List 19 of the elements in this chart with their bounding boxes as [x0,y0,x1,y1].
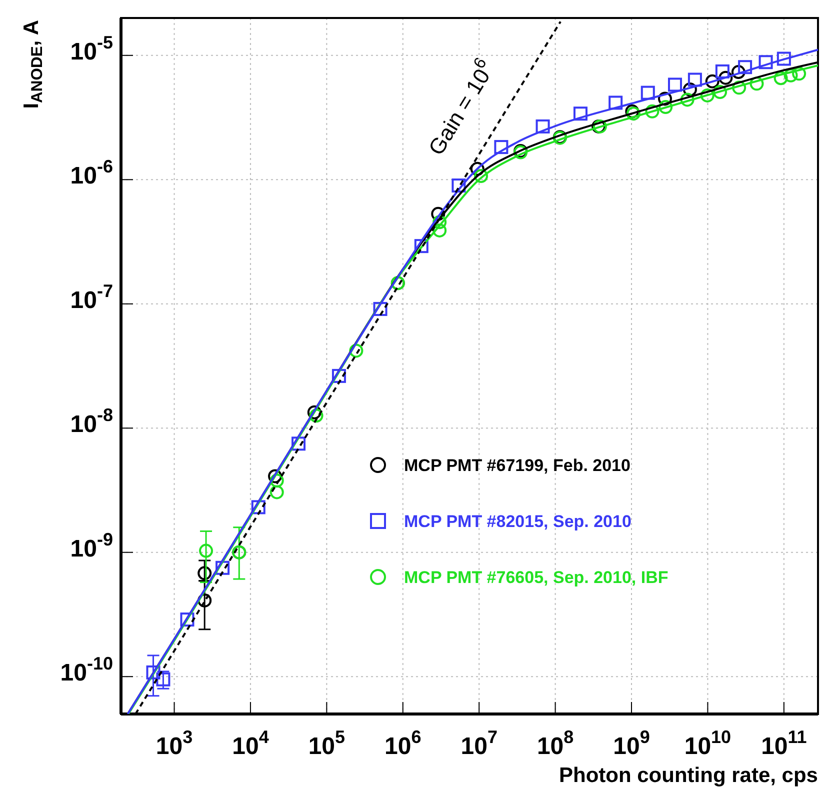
legend-label: MCP PMT #67199, Feb. 2010 [404,456,630,475]
x-tick-label: 10$^{4}$ [232,727,269,760]
y-tick-label: 10$^{-5}$ [70,32,113,66]
y-tick-label: 10$^{-8}$ [70,405,113,438]
y-tick-label: 10$^{-9}$ [70,530,113,562]
legend-label: MCP PMT #76605, Sep. 2010, IBF [404,568,668,587]
x-tick-label: 10$^{6}$ [384,727,422,760]
legend-label: MCP PMT #82015, Sep. 2010 [404,512,632,531]
x-tick-label: 10$^{8}$ [536,727,574,760]
x-tick-label: 10$^{11}$ [761,727,807,760]
x-tick-label: 10$^{9}$ [613,727,650,760]
x-tick-label: 10$^{7}$ [460,727,498,760]
y-tick-label: 10$^{-7}$ [70,281,113,314]
x-tick-label: 10$^{10}$ [684,727,732,760]
y-tick-label: 10$^{-6}$ [70,156,113,190]
x-tick-label: 10$^{5}$ [308,727,346,760]
x-axis-title: Photon counting rate, cps [558,764,818,787]
x-tick-label: 10$^{3}$ [156,727,193,760]
y-tick-label: 10$^{-10}$ [60,654,113,687]
